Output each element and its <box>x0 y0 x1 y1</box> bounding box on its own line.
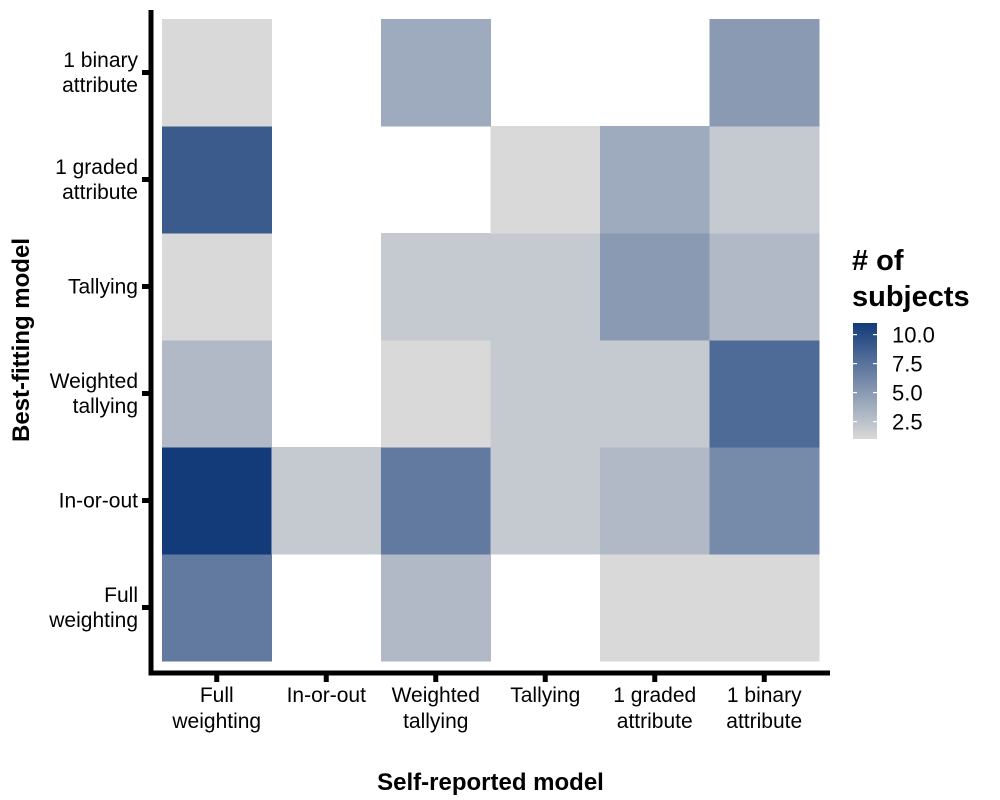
heatmap-cell <box>162 447 272 555</box>
heatmap-cell <box>381 233 491 341</box>
heatmap-cell <box>381 19 491 127</box>
legend-tick-label: 10.0 <box>892 323 935 348</box>
x-tick-label: Tallying <box>510 684 580 707</box>
x-tick-label: 1 graded attribute <box>613 684 696 733</box>
heatmap-cell <box>381 340 491 448</box>
x-tick-label: Full weighting <box>171 684 261 733</box>
legend-tick-label: 7.5 <box>892 352 923 377</box>
legend-title: # of subjects <box>852 245 970 313</box>
heatmap-cell <box>490 233 601 341</box>
legend-colorbar <box>853 323 877 439</box>
heatmap-cell <box>490 447 601 555</box>
y-axis-title: Best-fitting model <box>8 238 35 442</box>
x-tick-label: In-or-out <box>287 684 367 707</box>
heatmap-cell <box>162 554 272 662</box>
x-tick-label: Weighted tallying <box>392 684 480 733</box>
chart-axes <box>148 10 830 676</box>
heatmap-cell <box>162 233 272 341</box>
heatmap-cell <box>709 233 820 341</box>
heatmap-cell <box>600 340 710 448</box>
x-tick-label: 1 binary attribute <box>726 684 802 733</box>
heatmap-cell <box>600 554 710 662</box>
heatmap-cell <box>600 447 710 555</box>
heatmap-cell <box>709 554 820 662</box>
heatmap-cell <box>709 447 820 555</box>
y-tick-label: In-or-out <box>59 490 139 513</box>
heatmap-cell <box>709 126 820 234</box>
y-axis-ticks: Full weighting In-or-out Weighted tallying Ta… <box>48 49 151 632</box>
y-tick-label: Weighted tallying <box>50 370 138 418</box>
heatmap-cell <box>600 126 710 234</box>
color-legend: # of subjects 10.0 7.5 5.0 2.5 <box>852 245 970 439</box>
heatmap-cell <box>162 19 272 127</box>
heatmap-cell <box>490 340 601 448</box>
heatmap-cell <box>709 19 820 127</box>
y-tick-label: Tallying <box>68 276 138 299</box>
heatmap-cell <box>490 126 601 234</box>
heatmap-cell <box>162 340 272 448</box>
y-tick-label: Full weighting <box>48 584 138 632</box>
x-axis-title: Self-reported model <box>377 769 604 796</box>
heatmap-cells <box>162 19 820 662</box>
heatmap-cell <box>162 126 272 234</box>
y-tick-label: 1 binary attribute <box>62 49 138 97</box>
y-tick-label: 1 graded attribute <box>55 156 138 204</box>
heatmap-cell <box>600 233 710 341</box>
heatmap-cell <box>709 340 820 448</box>
heatmap-cell <box>381 554 491 662</box>
heatmap-cell <box>381 447 491 555</box>
x-axis-ticks: Full weighting In-or-out Weighted tallying Ta… <box>171 673 802 733</box>
legend-tick-label: 5.0 <box>892 381 923 406</box>
legend-tick-label: 2.5 <box>892 410 923 435</box>
legend-ticks: 10.0 7.5 5.0 2.5 <box>853 323 935 435</box>
heatmap-cell <box>271 447 382 555</box>
